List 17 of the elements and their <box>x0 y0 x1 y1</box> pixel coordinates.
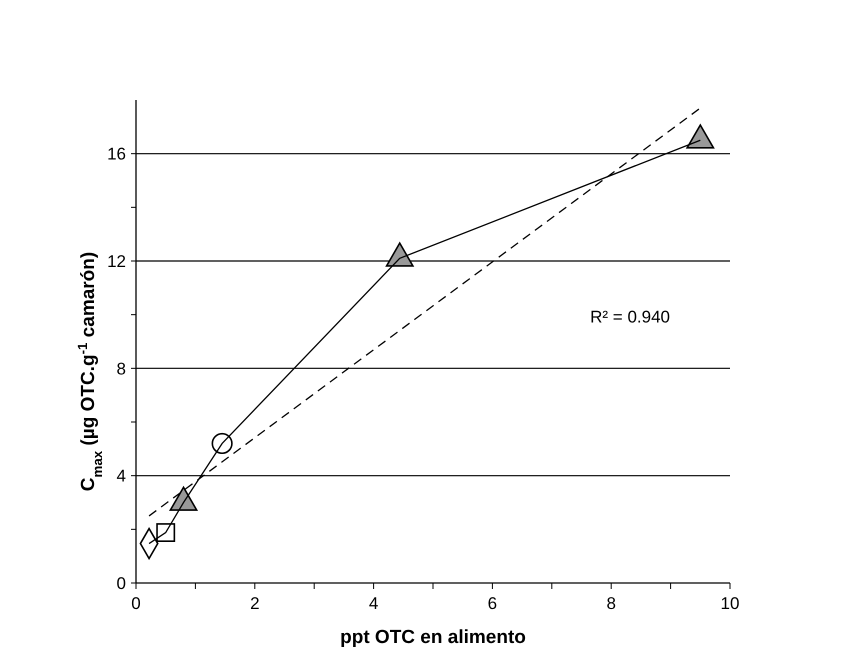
x-tick-label: 8 <box>606 594 616 613</box>
y-tick-label: 8 <box>116 359 126 378</box>
x-tick-label: 4 <box>368 594 378 613</box>
annotation: R² = 0.940 <box>590 308 670 327</box>
x-tick-label: 10 <box>720 594 740 613</box>
point <box>156 523 176 542</box>
x-tick-label: 2 <box>250 594 260 613</box>
y-tick-label: 12 <box>107 252 126 271</box>
point <box>686 124 714 149</box>
x-tick-label: 0 <box>131 594 141 613</box>
point <box>386 242 414 267</box>
y-tick-label: 16 <box>107 144 126 164</box>
x-tick-label: 6 <box>488 594 498 613</box>
point <box>212 432 233 454</box>
y-tick-label: 0 <box>116 574 126 593</box>
x-axis-title: ppt OTC en alimento <box>340 627 526 648</box>
y-tick-label: 4 <box>116 466 126 486</box>
